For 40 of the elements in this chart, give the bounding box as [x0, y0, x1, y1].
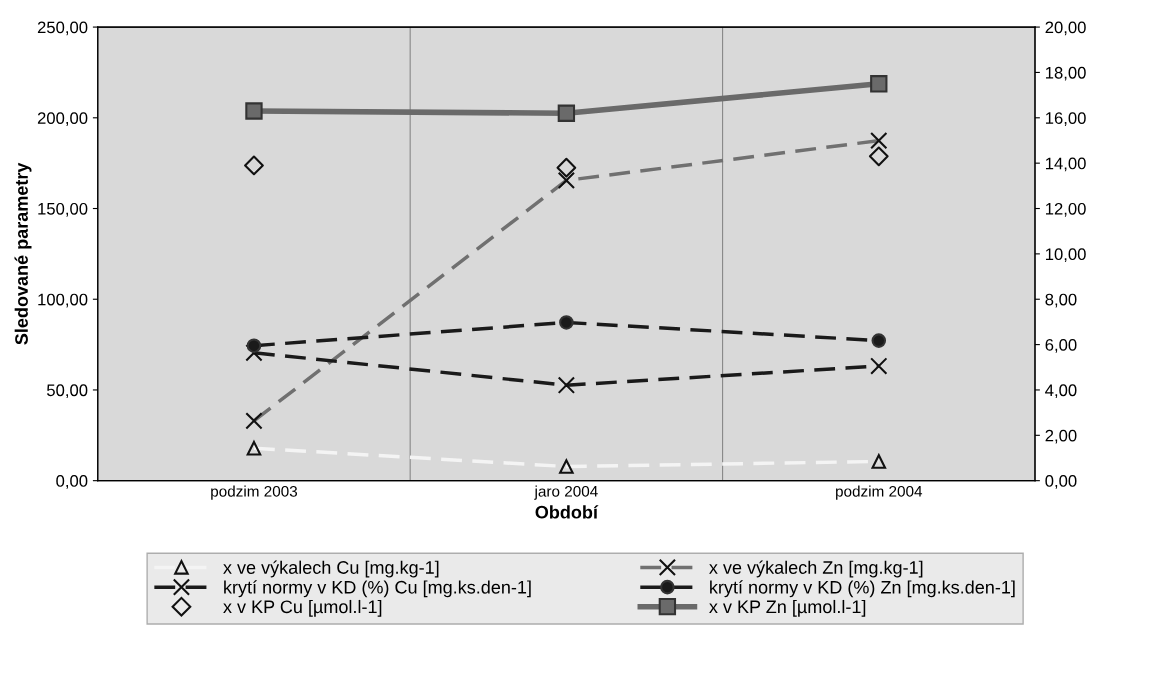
point [559, 315, 574, 330]
y2-tick-label: 6,00 [1045, 338, 1077, 353]
point [245, 102, 263, 120]
y2-tick-label: 18,00 [1045, 66, 1086, 81]
x-tick-label: podzim 2004 [836, 485, 923, 500]
y-tick-label: 150,00 [38, 202, 88, 217]
y-tick-label: 250,00 [37, 21, 88, 36]
y2-tick-label: 16,00 [1045, 112, 1086, 126]
point [246, 338, 262, 353]
x-tick-label: podzim 2003 [211, 485, 298, 500]
y-tick-label: 100,00 [38, 293, 88, 308]
y-axis-title: Sledované parametry [14, 162, 32, 345]
y-tick-label: 200,00 [37, 112, 88, 126]
point [868, 146, 889, 167]
x-tick-label: jaro 2004 [534, 485, 598, 500]
y2-tick-label: 4,00 [1045, 384, 1077, 399]
y2-tick-label: 12,00 [1045, 202, 1086, 217]
y2-tick-label: 8,00 [1045, 293, 1077, 308]
legend-label: krytí normy v KD (%) Cu [mg.ks.den-1] [224, 580, 531, 598]
point [870, 75, 888, 93]
y2-tick-label: 2,00 [1045, 429, 1077, 444]
point [557, 104, 576, 122]
point [871, 333, 887, 348]
point [245, 344, 263, 362]
y2-tick-label: 10,00 [1045, 248, 1086, 263]
y-tick-label: 0,00 [56, 475, 88, 489]
x-axis-title: Období [535, 505, 599, 519]
y2-tick-label: 0,00 [1045, 475, 1077, 489]
legend-label: x v KP Cu [µmol.l-1] [223, 599, 382, 617]
point [557, 376, 576, 394]
legend-label: x ve výkalech Zn [mg.kg-1] [709, 560, 923, 578]
y2-tick-label: 20,00 [1045, 21, 1086, 36]
legend-label: x v KP Zn [µmol.l-1] [709, 599, 866, 617]
point [870, 357, 888, 375]
y-tick-label: 50,00 [46, 384, 88, 399]
legend-label: x ve výkalech Cu [mg.kg-1] [223, 560, 439, 578]
y2-tick-label: 14,00 [1045, 157, 1086, 172]
point [244, 155, 264, 176]
point [556, 157, 577, 178]
legend-label: krytí normy v KD (%) Zn [mg.ks.den-1] [710, 580, 1015, 598]
